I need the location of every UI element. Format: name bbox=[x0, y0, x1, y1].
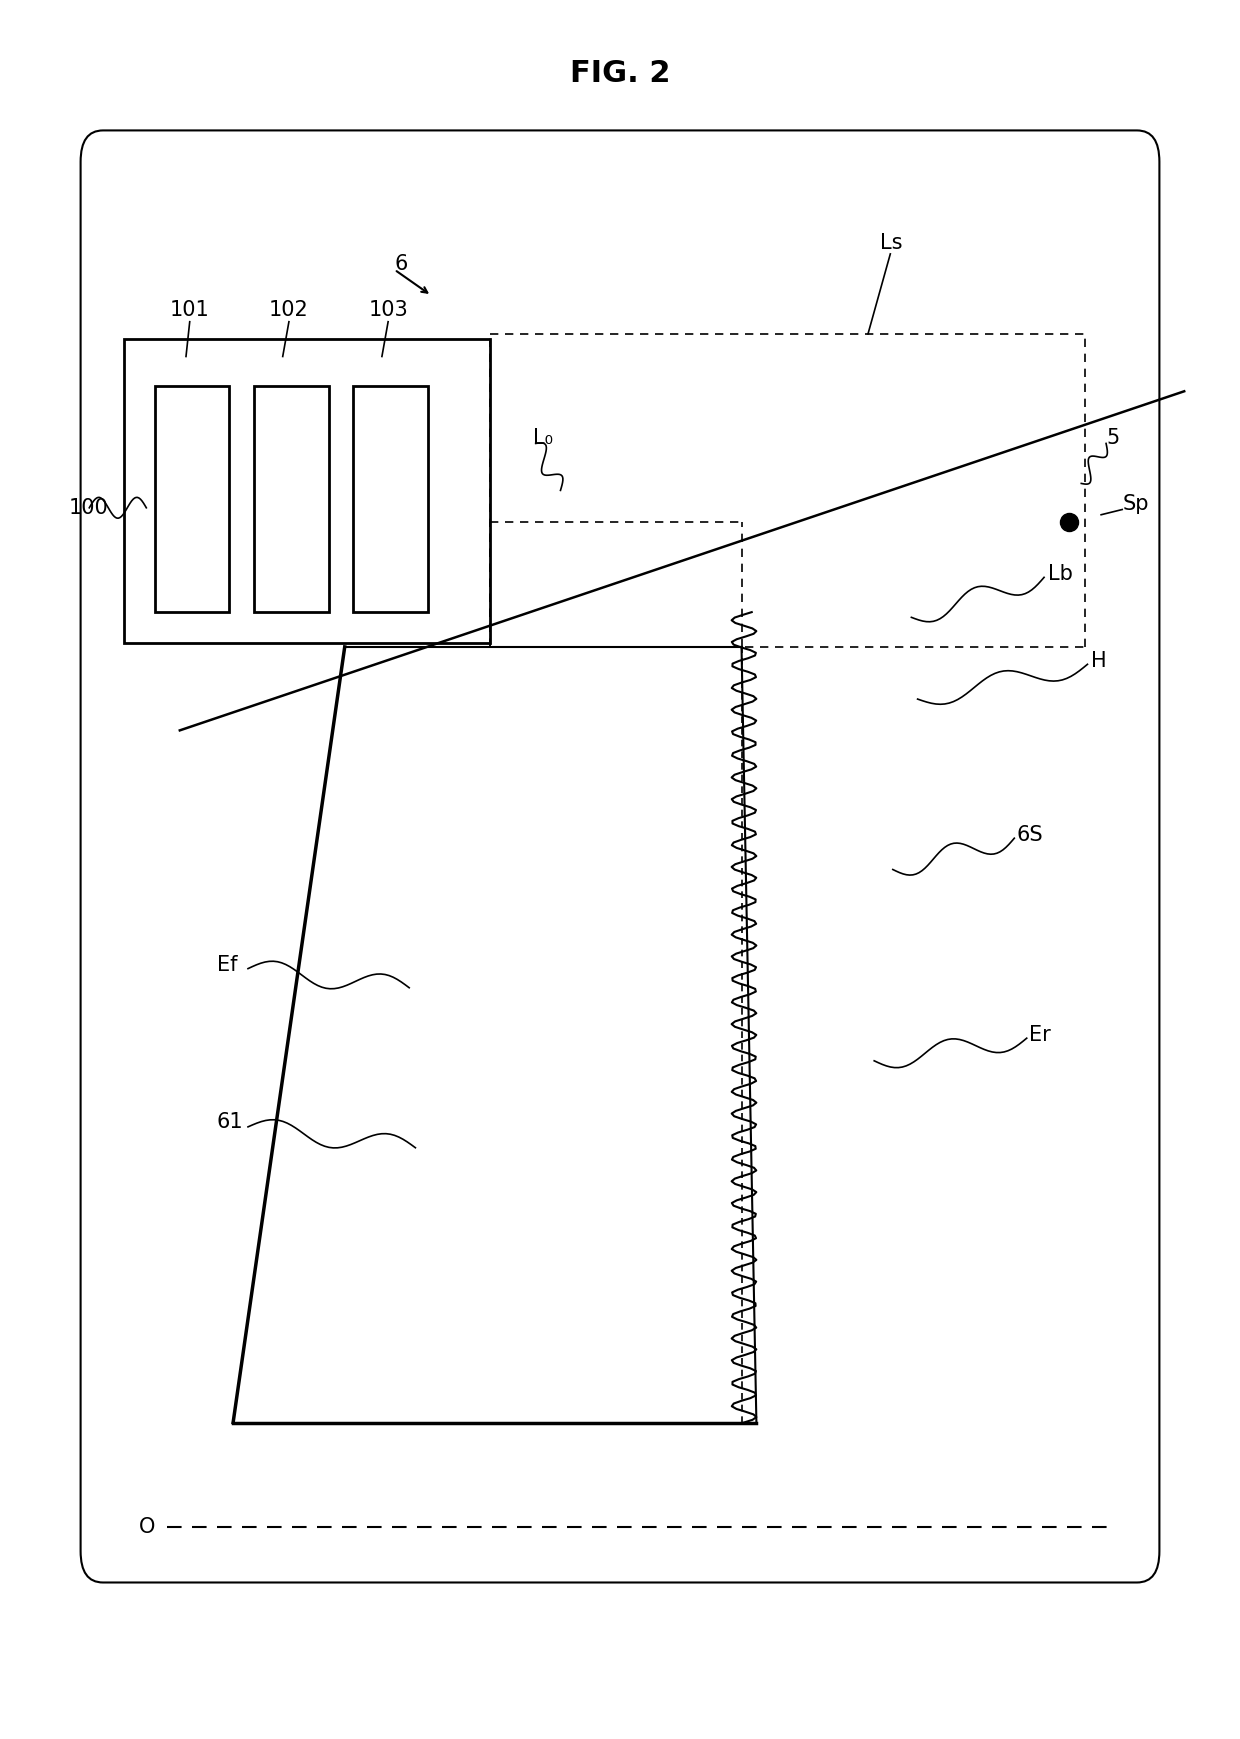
Text: 5: 5 bbox=[1106, 428, 1120, 449]
Bar bbox=[155, 386, 229, 612]
Text: 6S: 6S bbox=[1017, 824, 1043, 845]
Text: Er: Er bbox=[1029, 1024, 1052, 1045]
Bar bbox=[353, 386, 428, 612]
Text: 101: 101 bbox=[170, 299, 210, 320]
Bar bbox=[254, 386, 329, 612]
Text: Ef: Ef bbox=[217, 955, 238, 976]
Text: Ls: Ls bbox=[880, 233, 903, 254]
Text: Lb: Lb bbox=[1048, 563, 1073, 584]
Text: L₀: L₀ bbox=[533, 428, 553, 449]
Text: FIG. 2: FIG. 2 bbox=[569, 59, 671, 87]
Text: 102: 102 bbox=[269, 299, 309, 320]
Text: 61: 61 bbox=[217, 1111, 243, 1132]
Text: 6: 6 bbox=[394, 254, 408, 275]
Text: Sp: Sp bbox=[1122, 494, 1148, 515]
Text: 103: 103 bbox=[368, 299, 408, 320]
Bar bbox=[124, 339, 490, 643]
Text: H: H bbox=[1091, 650, 1107, 671]
Text: O: O bbox=[139, 1516, 155, 1537]
Text: 100: 100 bbox=[68, 497, 108, 518]
